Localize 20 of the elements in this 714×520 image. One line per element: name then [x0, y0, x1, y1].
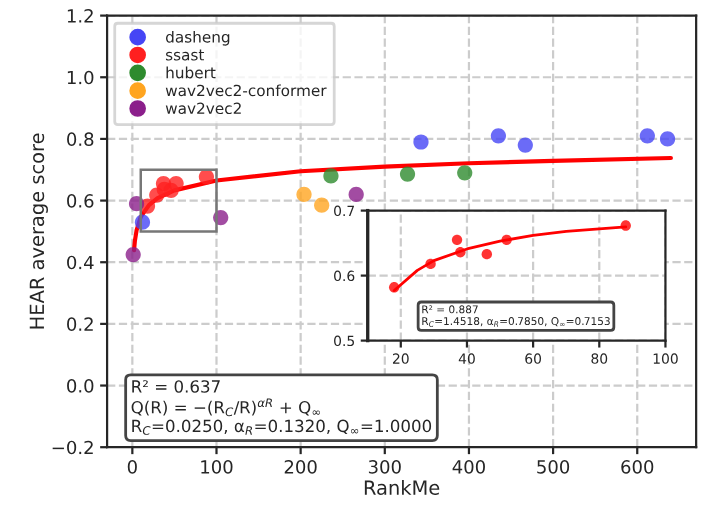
- x-tick-label: 500: [537, 460, 570, 474]
- y-tick-label: 0.8: [67, 132, 94, 147]
- x-tick-label: 400: [452, 460, 485, 474]
- y-tick-label: 0.2: [67, 317, 93, 331]
- y-tick-label: 1.0: [67, 70, 94, 85]
- y-tick-label: 1.2: [67, 9, 93, 23]
- annotation: Q(R) = −(R$_{C}$/R)$^{αR}$ + Q$_{∞}$: [131, 398, 320, 417]
- x-tick-label: 600: [621, 460, 654, 474]
- x-axis-title: RankMe: [364, 479, 440, 495]
- y-axis-title: HEAR average score: [29, 133, 48, 329]
- y-tick-label: 0.4: [67, 255, 94, 270]
- x-tick-label: 0: [127, 460, 137, 474]
- annotation: R$_{C}$=0.0250, α$_{R}$=0.1320, Q$_{∞}$=1.0000: [132, 419, 432, 435]
- x-tick-label: 200: [284, 460, 317, 474]
- x-tick-label: 100: [201, 460, 233, 474]
- annotation: R² = 0.637: [132, 380, 220, 393]
- y-tick-label: 0.6: [67, 194, 94, 208]
- y-tick-label: −0.2: [52, 440, 93, 455]
- y-tick-label: 0.0: [67, 379, 94, 393]
- x-tick-label: 300: [368, 460, 401, 474]
